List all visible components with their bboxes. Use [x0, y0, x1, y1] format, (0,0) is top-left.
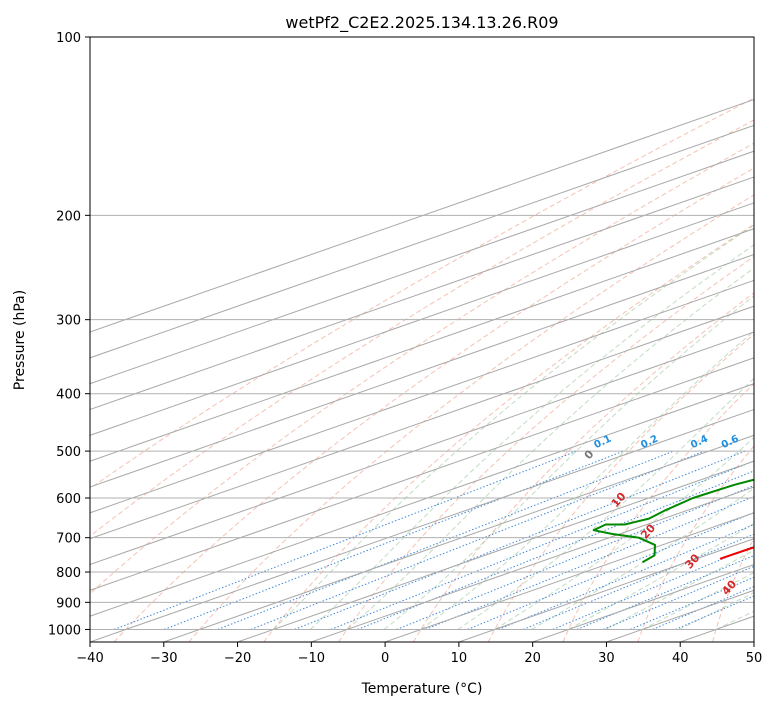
isotherm-line — [90, 124, 754, 359]
y-tick-label: 1000 — [48, 623, 81, 638]
mixing-ratio-line — [294, 450, 746, 630]
mixing-ratio-line — [357, 470, 754, 630]
mixing-ratio-line — [396, 485, 754, 630]
isotherm-line — [90, 408, 754, 642]
y-tick-label: 700 — [56, 532, 81, 547]
y-tick-label: 800 — [56, 566, 81, 581]
dry-adiabat-line — [637, 445, 754, 642]
mixing-ratio-line — [330, 460, 754, 630]
isotherm-line — [90, 202, 754, 436]
isotherm-line — [90, 253, 754, 488]
isotherm-line — [90, 98, 754, 333]
isotherm-line — [90, 228, 754, 462]
isotherm-line — [90, 305, 754, 540]
x-tick-label: 30 — [598, 651, 615, 666]
mixing-ratio-line — [114, 450, 577, 630]
x-tick-label: 40 — [672, 651, 689, 666]
x-tick-label: −20 — [224, 651, 251, 666]
isotherm-line — [90, 176, 754, 411]
y-axis-label: Pressure (hPa) — [12, 290, 28, 390]
isotherm-line — [237, 460, 754, 642]
chart-title: wetPf2_C2E2.2025.134.13.26.R09 — [285, 13, 558, 33]
dry-adiabat-line — [338, 255, 754, 642]
dry-adiabat-line — [90, 142, 754, 595]
moist-adiabat-line — [457, 377, 754, 630]
moist-adiabat-line — [642, 572, 754, 630]
y-tick-label: 100 — [56, 31, 81, 46]
dry-adiabat-line — [188, 194, 754, 642]
mixing-ratio-line — [250, 450, 705, 630]
isotherm-line — [458, 538, 754, 642]
x-tick-label: −30 — [150, 651, 177, 666]
isotherm-line — [384, 512, 754, 642]
y-tick-label: 600 — [56, 492, 81, 507]
x-tick-label: 50 — [746, 651, 763, 666]
moist-adiabat-line — [494, 436, 754, 630]
plot-frame — [89, 36, 755, 643]
y-tick-label: 200 — [56, 209, 81, 224]
moist-adiabat-line — [531, 487, 754, 630]
x-tick-label: 10 — [451, 651, 468, 666]
profile-line — [592, 478, 754, 564]
x-tick-label: −10 — [298, 651, 325, 666]
y-tick-label: 400 — [56, 388, 81, 403]
dry-adiabat-line — [90, 97, 754, 490]
y-tick-label: 900 — [56, 596, 81, 611]
x-tick-label: 20 — [524, 651, 541, 666]
x-tick-label: 0 — [381, 651, 389, 666]
isotherm-line — [163, 434, 754, 642]
sounding-profiles — [592, 478, 754, 564]
isotherm-line — [311, 486, 754, 642]
mixing-ratio-line — [523, 533, 754, 630]
isotherm-line — [90, 279, 754, 514]
moist-adiabat-line — [568, 522, 754, 630]
dry-adiabat-line — [263, 223, 754, 642]
gridlines — [90, 37, 754, 642]
isotherm-line — [753, 641, 754, 642]
dry-adiabat-line — [487, 333, 754, 642]
x-axis-label: Temperature (°C) — [361, 681, 483, 697]
dry-adiabat-line — [113, 167, 754, 642]
isotherm-line — [90, 357, 754, 591]
mixing-ratio-line — [425, 495, 754, 630]
x-tick-label: −40 — [76, 651, 103, 666]
y-tick-label: 300 — [56, 314, 81, 329]
axis-ticks: −40 −30 −20 −10 0 10 20 30 40 50 100 200 300 400 500 60… — [48, 31, 762, 666]
isotherm-line — [90, 150, 754, 385]
isotherm-line — [90, 331, 754, 566]
mixing-ratio-line — [675, 595, 754, 630]
isotherm-line — [90, 383, 754, 617]
mixing-ratio-line — [630, 576, 754, 630]
y-tick-label: 500 — [56, 445, 81, 460]
